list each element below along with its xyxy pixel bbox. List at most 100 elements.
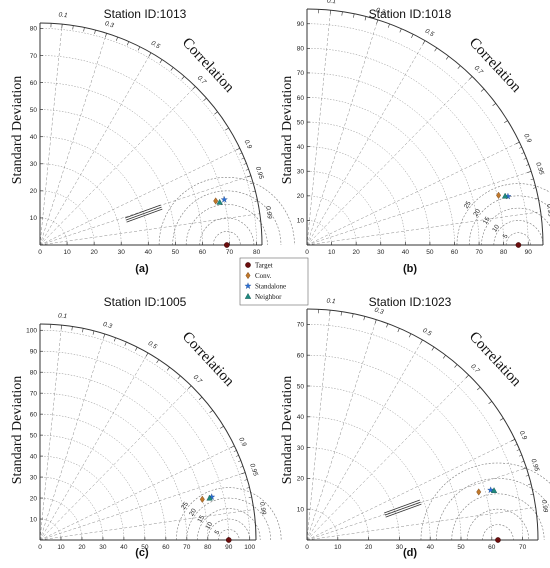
corr-tick-mark xyxy=(244,479,248,481)
x-tick-label: 60 xyxy=(451,249,459,256)
corr-tick-mark xyxy=(397,328,400,333)
panel-b: Station ID:1018(b)2520151050.10.30.50.70… xyxy=(280,0,550,275)
corr-tick-mark xyxy=(364,16,367,21)
correlation-ray xyxy=(306,339,423,541)
rms-arc xyxy=(481,207,550,246)
y-axis-label: Standard Deviation xyxy=(10,76,25,184)
point-target xyxy=(224,242,230,248)
std-arc xyxy=(306,220,332,246)
corr-tick-mark xyxy=(246,487,250,489)
corr-tick-mark xyxy=(363,316,366,321)
corr-tick-label: 0.7 xyxy=(473,65,485,77)
rms-label: 20 xyxy=(188,507,198,517)
correlation-ray xyxy=(39,472,246,541)
y-tick-label: 30 xyxy=(297,445,305,452)
y-tick-label: 30 xyxy=(30,474,38,481)
corr-tick-mark xyxy=(247,175,251,178)
x-tick-label: 0 xyxy=(38,544,42,551)
corr-tick-mark xyxy=(465,374,469,379)
x-tick-label: 20 xyxy=(78,544,86,551)
corr-tick-label: 0.99 xyxy=(540,499,549,513)
corr-tick-mark xyxy=(387,23,390,28)
corr-tick-mark xyxy=(124,341,127,346)
std-arc xyxy=(39,109,176,246)
std-arc xyxy=(39,476,104,541)
corr-tick-label: 0.9 xyxy=(522,133,532,145)
std-arc xyxy=(306,23,529,246)
x-tick-label: 70 xyxy=(519,544,527,551)
std-arc xyxy=(39,434,146,541)
rms-label: 25 xyxy=(180,501,190,511)
corr-tick-mark xyxy=(148,52,152,57)
x-tick-label: 50 xyxy=(141,544,149,551)
legend-marker-conv xyxy=(245,271,251,280)
corr-tick-mark xyxy=(376,19,379,24)
x-tick-label: 80 xyxy=(253,249,261,256)
corr-tick-mark xyxy=(492,103,496,107)
correlation-ray xyxy=(306,310,331,541)
correlation-ray xyxy=(306,319,377,541)
y-tick-label: 50 xyxy=(297,119,305,126)
outer-arc xyxy=(39,22,263,246)
corr-tick-mark xyxy=(156,359,160,364)
panel-title: Station ID:1013 xyxy=(104,7,187,21)
corr-tick-label: 0.5 xyxy=(421,327,433,338)
x-tick-label: 70 xyxy=(475,249,483,256)
x-tick-label: 10 xyxy=(328,249,336,256)
corr-tick-mark xyxy=(422,40,426,45)
y-tick-label: 30 xyxy=(297,169,305,176)
point-standalone xyxy=(487,486,495,494)
x-tick-label: 80 xyxy=(204,544,212,551)
x-tick-label: 0 xyxy=(305,249,309,256)
corr-tick-mark xyxy=(137,46,141,51)
corr-tick-label: 0.95 xyxy=(248,463,259,478)
rms-label: 10 xyxy=(491,223,501,233)
corr-tick-mark xyxy=(243,163,247,165)
correlation-ray xyxy=(39,385,192,541)
std-arc xyxy=(306,478,369,541)
corr-tick-mark xyxy=(103,333,106,338)
correlation-ray xyxy=(39,445,235,541)
corr-tick-mark xyxy=(254,200,258,202)
x-tick-label: 60 xyxy=(199,249,207,256)
correlation-ray xyxy=(39,325,62,541)
x-tick-label: 40 xyxy=(402,249,410,256)
rms-arc xyxy=(185,204,268,246)
point-neighbor xyxy=(501,192,509,199)
correlation-ray xyxy=(39,333,106,541)
corr-tick-mark xyxy=(181,76,185,80)
legend-label: Conv. xyxy=(255,272,272,280)
std-arc xyxy=(39,413,167,541)
std-arc xyxy=(306,97,455,246)
corr-tick-mark xyxy=(522,467,527,470)
corr-tick-mark xyxy=(521,460,525,463)
corr-tick-mark xyxy=(454,364,458,368)
outer-arc xyxy=(39,323,257,541)
rms-arc xyxy=(436,478,550,541)
corr-tick-mark xyxy=(113,337,116,342)
corr-tick-mark xyxy=(528,483,532,485)
x-tick-label: 100 xyxy=(244,544,255,551)
corr-tick-label: 0.5 xyxy=(150,40,162,51)
corr-tick-label: 0.99 xyxy=(258,502,267,516)
corr-tick-label: 0.99 xyxy=(264,206,273,220)
correlation-ray xyxy=(39,352,149,541)
std-arc xyxy=(39,392,188,541)
legend-marker-standalone xyxy=(244,282,252,289)
x-tick-label: 50 xyxy=(457,544,465,551)
y-tick-label: 40 xyxy=(297,144,305,151)
rms-label: 20 xyxy=(472,208,482,218)
corr-tick-mark xyxy=(237,460,241,462)
panel-d: Station ID:1023 (d) 0.1 0.3 0.5 0.7 0.9 0.95 0.9… xyxy=(280,295,550,559)
correlation-ray xyxy=(306,40,426,246)
outer-arc xyxy=(306,308,539,541)
std-arc xyxy=(39,82,203,246)
corr-tick-mark xyxy=(530,493,534,495)
rms-label-stroke xyxy=(384,499,421,514)
corr-tick-mark xyxy=(170,67,174,71)
legend-label: Target xyxy=(255,262,273,270)
panel-title: Station ID:1023 xyxy=(369,295,452,309)
legend: Target Conv. Standalone Neighbor xyxy=(239,257,309,306)
std-arc xyxy=(306,324,523,541)
std-arc xyxy=(39,371,209,541)
